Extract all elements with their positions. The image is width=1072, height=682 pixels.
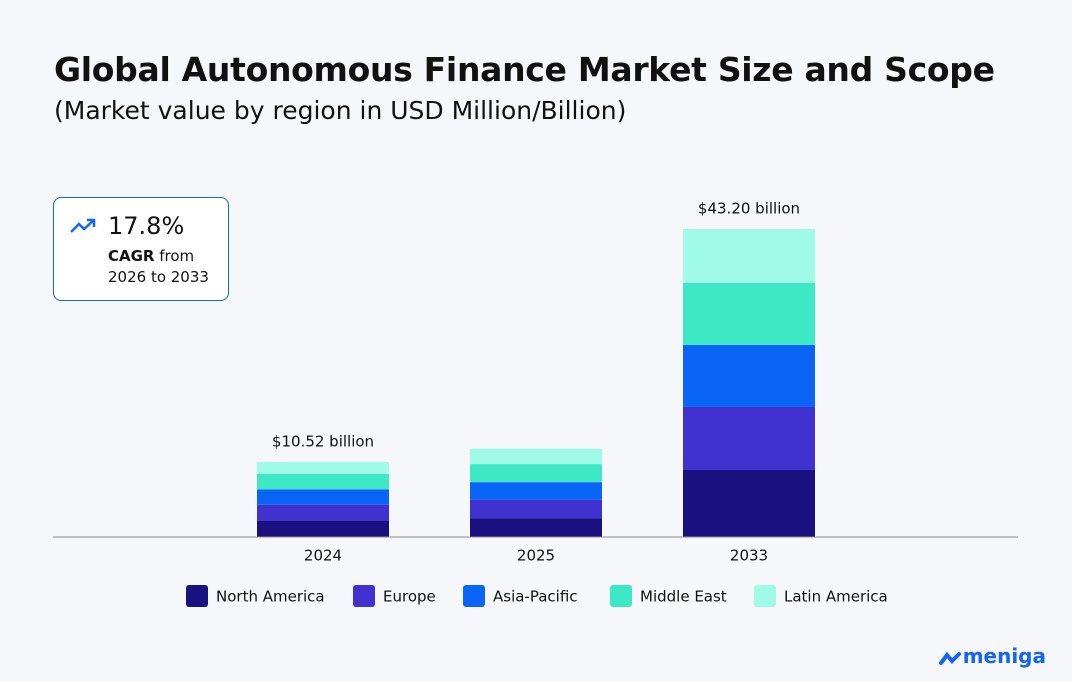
bar-segment [683,229,815,283]
x-tick-label: 2033 [730,547,768,565]
bar-segment [683,469,815,537]
bar-segment [470,464,602,483]
chart-subtitle: (Market value by region in USD Million/B… [54,96,627,125]
legend-label: Middle East [640,588,727,606]
bar-segment [683,344,815,407]
bar-segment [257,520,389,537]
cagr-period: 2026 to 2033 [108,268,209,286]
legend-swatch [353,585,375,607]
cagr-value: 17.8% [108,212,185,240]
cagr-box: 17.8% CAGR from 2026 to 2033 [53,197,229,301]
cagr-text: CAGR from 2026 to 2033 [108,246,238,288]
legend-swatch [754,585,776,607]
cagr-from: from [159,247,195,265]
legend-label: Asia-Pacific [493,588,578,606]
trend-icon [70,218,96,233]
logo: meniga [938,644,1046,668]
total-label: $10.52 billion [272,432,374,450]
bar-segment [257,473,389,490]
bar-segment [470,499,602,519]
logo-icon [938,651,961,665]
legend-swatch [186,585,208,607]
chart-title: Global Autonomous Finance Market Size an… [54,50,995,89]
bar-segment [683,282,815,345]
legend-swatch [610,585,632,607]
legend-label: North America [216,588,325,606]
cagr-label: CAGR [108,247,155,265]
x-tick-label: 2025 [517,547,555,565]
legend-label: Latin America [784,588,888,606]
bar-segment [257,504,389,521]
bar-segment [683,406,815,470]
bar-segment [470,482,602,500]
legend-label: Europe [383,588,436,606]
bar-segment [257,489,389,505]
total-label: $43.20 billion [698,200,800,218]
legend-swatch [463,585,485,607]
brand: meniga [962,644,1046,668]
x-tick-label: 2024 [304,547,342,565]
bar-segment [470,518,602,537]
bar-segment [257,461,389,474]
bar-segment [470,448,602,465]
